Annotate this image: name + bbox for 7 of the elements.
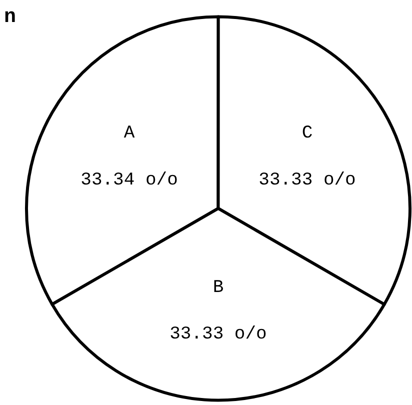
slice-label: A [124,124,135,144]
data-label: 33.33 o/o [170,324,267,345]
slice-label: C [302,124,313,144]
text: n [4,6,16,29]
slice-label: B [212,278,224,298]
data-label: 33.34 o/o [80,170,178,190]
data-label: 33.33 o/o [258,170,356,190]
